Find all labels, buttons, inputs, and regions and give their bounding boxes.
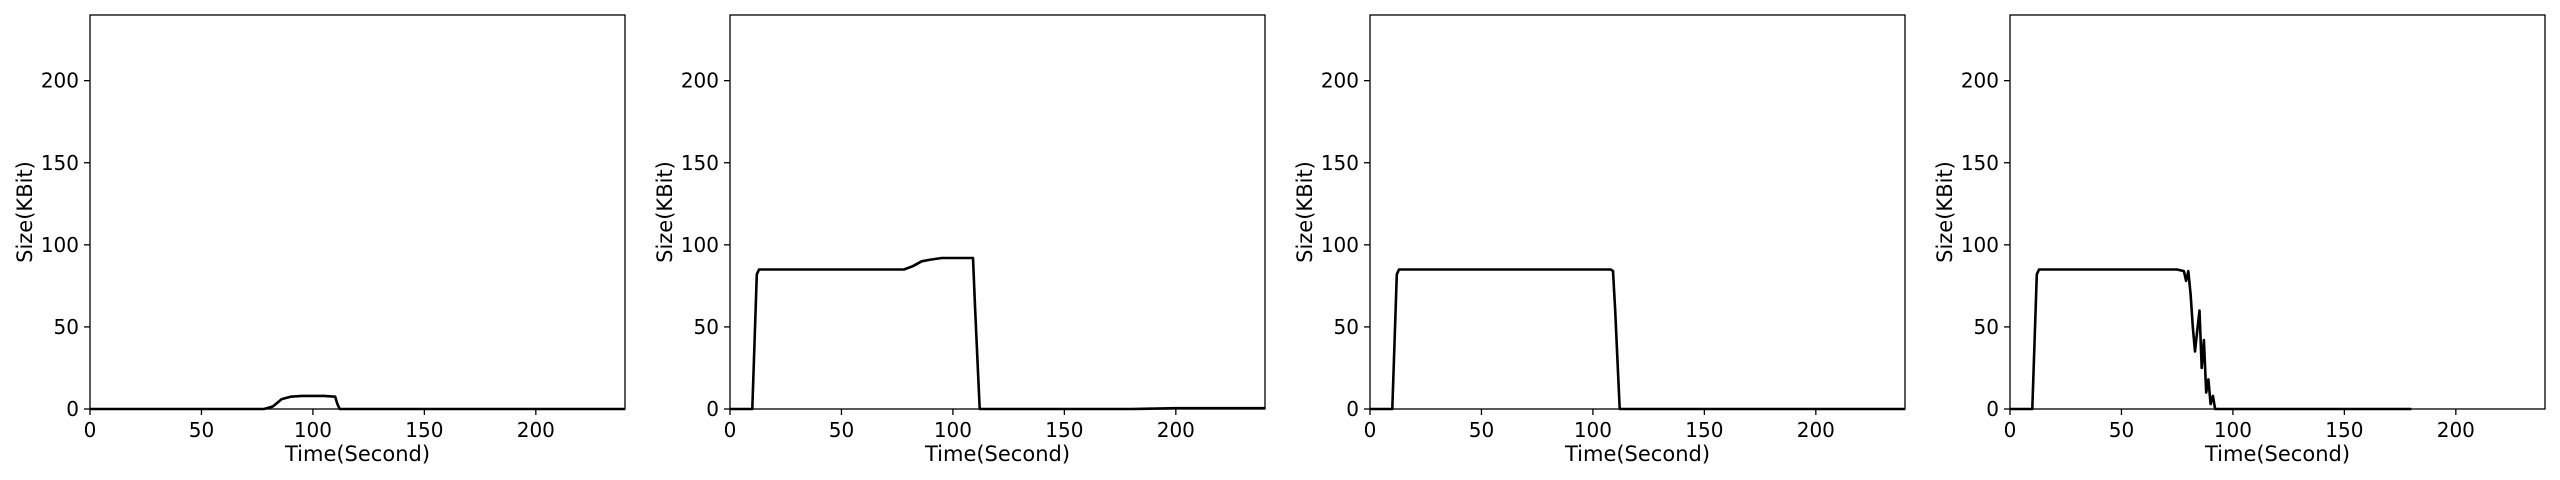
chart-panel-1: 0 50 100 150 200 0 50 100 150 200 Time(Second) Size… [13,14,626,466]
x-axis-label: Time(Second) [924,442,1070,466]
y-axis-label: Size(KBit) [653,161,677,263]
y-tick-label: 150 [681,151,719,175]
x-tick-label: 100 [294,418,332,442]
y-tick-label: 150 [1321,151,1359,175]
x-tick-label: 200 [2437,418,2475,442]
y-tick-label: 100 [1961,233,1999,257]
x-tick-label: 200 [1157,418,1195,442]
plot-frame [729,14,1266,410]
x-tick-label: 50 [1469,418,1494,442]
y-axis-label: Size(KBit) [1293,161,1317,263]
x-tick-label: 0 [2004,418,2017,442]
chart-panel-4: 0 50 100 150 200 0 50 100 150 200 Time(Second) Size… [1933,14,2546,466]
x-tick-label: 0 [724,418,737,442]
y-tick-label: 100 [1321,233,1359,257]
y-tick-label: 200 [41,69,79,93]
y-tick-label: 200 [681,69,719,93]
x-tick-label: 200 [517,418,555,442]
x-tick-label: 100 [2214,418,2252,442]
y-axis-label: Size(KBit) [13,161,37,263]
plot-frame [1369,14,1906,410]
y-tick-label: 200 [1961,69,1999,93]
y-tick-label: 50 [694,315,719,339]
x-tick-label: 150 [1685,418,1723,442]
series-line [2010,268,2412,411]
x-tick-label: 200 [1797,418,1835,442]
y-tick-label: 0 [1346,397,1359,421]
y-tick-label: 0 [66,397,79,421]
y-tick-label: 150 [1961,151,1999,175]
series-line [730,256,1265,411]
x-axis-label: Time(Second) [2204,442,2350,466]
chart-panel-3: 0 50 100 150 200 0 50 100 150 200 Time(Second) Size… [1293,14,1906,466]
x-tick-label: 150 [1045,418,1083,442]
plot-frame [89,14,626,410]
series-line [90,394,625,411]
x-tick-label: 0 [84,418,97,442]
y-tick-label: 0 [706,397,719,421]
x-tick-label: 150 [2325,418,2363,442]
y-tick-label: 50 [1334,315,1359,339]
y-tick-label: 150 [41,151,79,175]
y-tick-label: 0 [1986,397,1999,421]
plot-frame [2009,14,2546,410]
x-tick-label: 50 [829,418,854,442]
chart-panel-2: 0 50 100 150 200 0 50 100 150 200 Time(Second) Size… [653,14,1266,466]
x-tick-label: 100 [1574,418,1612,442]
x-tick-label: 100 [934,418,972,442]
y-axis-label: Size(KBit) [1933,161,1957,263]
y-tick-label: 100 [41,233,79,257]
x-axis-label: Time(Second) [284,442,430,466]
x-tick-label: 50 [189,418,214,442]
y-tick-label: 200 [1321,69,1359,93]
x-tick-label: 150 [405,418,443,442]
x-tick-label: 50 [2109,418,2134,442]
y-tick-label: 50 [1974,315,1999,339]
series-line [1370,268,1905,411]
y-tick-label: 50 [54,315,79,339]
x-axis-label: Time(Second) [1564,442,1710,466]
y-tick-label: 100 [681,233,719,257]
x-tick-label: 0 [1364,418,1377,442]
